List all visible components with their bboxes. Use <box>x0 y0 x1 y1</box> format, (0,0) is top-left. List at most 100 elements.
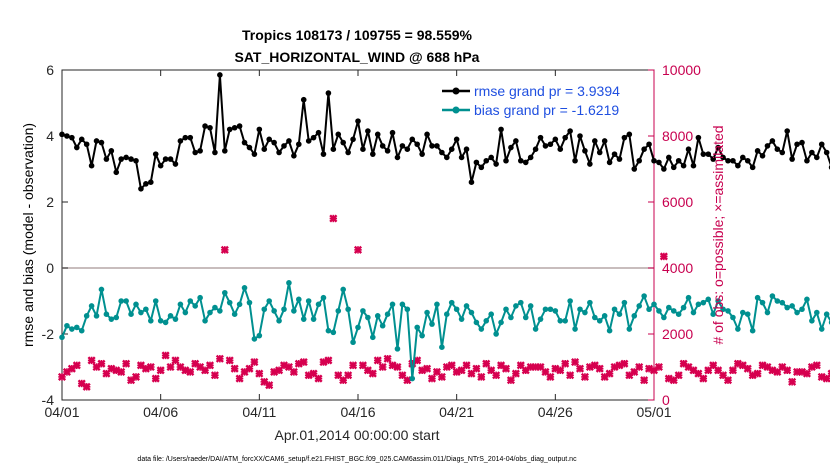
obs-assimilated-point <box>373 356 382 365</box>
rmse-point <box>725 157 731 164</box>
bias-point <box>646 306 652 313</box>
rmse-point <box>784 128 790 134</box>
rmse-point <box>300 96 307 103</box>
bias-point <box>503 306 509 313</box>
obs-assimilated-point <box>566 371 575 380</box>
bias-point <box>493 331 499 337</box>
obs-assimilated-point <box>635 362 644 372</box>
obs-assimilated-point <box>344 371 353 380</box>
rmse-point <box>207 124 213 131</box>
bias-point <box>345 306 351 313</box>
obs-assimilated-point <box>329 214 338 223</box>
obs-assimilated-point <box>511 369 520 378</box>
bias-point <box>370 334 376 341</box>
obs-assimilated-point <box>437 372 446 381</box>
bias-point <box>818 326 825 332</box>
bias-point <box>690 309 697 316</box>
bias-point <box>226 299 233 306</box>
rmse-point <box>631 166 638 172</box>
obs-assimilated-point <box>575 364 585 373</box>
rmse-point <box>217 72 223 78</box>
rmse-point <box>439 149 445 156</box>
obs-assimilated-point <box>383 354 392 363</box>
rmse-point <box>83 141 90 148</box>
bias-point <box>513 303 519 309</box>
obs-assimilated-point <box>659 252 668 261</box>
rmse-point <box>666 154 672 161</box>
bias-point <box>754 294 761 301</box>
rmse-point <box>542 143 549 149</box>
bias-point <box>281 306 287 313</box>
bias-point <box>118 298 124 304</box>
bias-point <box>340 286 347 293</box>
obs-assimilated-point <box>250 358 259 367</box>
rmse-point <box>799 139 805 146</box>
rmse-point <box>172 161 179 167</box>
bias-point <box>103 311 110 318</box>
legend-rmse-marker <box>452 87 460 95</box>
bias-point <box>350 339 356 346</box>
rmse-point <box>749 164 756 171</box>
obs-assimilated-point <box>674 371 683 380</box>
bias-point <box>567 298 573 304</box>
rmse-point <box>384 148 391 154</box>
rmse-point <box>616 156 623 162</box>
bias-point <box>305 298 312 304</box>
bias-point <box>152 298 159 304</box>
rmse-point <box>705 151 712 157</box>
obs-assimilated-point <box>117 367 126 376</box>
bias-point <box>128 311 134 318</box>
bias-point <box>133 301 139 308</box>
obs-assimilated-point <box>753 369 762 378</box>
obs-assimilated-point <box>812 361 821 370</box>
bias-point <box>113 314 120 321</box>
rmse-point <box>113 169 120 176</box>
obs-assimilated-point <box>788 377 797 386</box>
rmse-point <box>537 134 544 141</box>
bias-point <box>666 304 672 311</box>
obs-assimilated-point <box>743 364 752 373</box>
rmse-point <box>355 118 361 124</box>
rmse-point <box>59 131 65 138</box>
rmse-point <box>162 156 169 162</box>
rmse-point <box>779 149 786 156</box>
y-axis-left: -4 -2 0 2 4 6 <box>42 62 68 408</box>
rmse-point <box>444 154 450 161</box>
bias-point <box>187 298 194 304</box>
obs-assimilated-point <box>82 382 91 391</box>
rmse-point <box>261 146 268 152</box>
bias-point <box>74 324 80 331</box>
rmse-point <box>69 134 75 141</box>
obs-assimilated-point <box>501 364 511 373</box>
bias-point <box>300 316 307 322</box>
rmse-point <box>197 148 203 154</box>
obs-assimilated-point <box>324 356 333 365</box>
bias-point <box>355 324 361 331</box>
obs-assimilated-point <box>299 358 308 367</box>
bias-point <box>335 308 342 314</box>
rmse-point <box>310 134 317 141</box>
rmse-point <box>167 156 174 162</box>
bias-point <box>172 316 179 322</box>
bias-point <box>64 322 70 329</box>
bias-point <box>675 311 682 318</box>
bias-point <box>78 327 85 334</box>
bias-point <box>207 309 213 316</box>
bias-point <box>182 309 189 316</box>
chart-title-line2: SAT_HORIZONTAL_WIND @ 688 hPa <box>235 49 480 65</box>
rmse-point <box>468 179 475 185</box>
obs-assimilated-point <box>546 372 555 381</box>
rmse-point <box>695 134 702 141</box>
bias-point <box>256 332 263 339</box>
bias-point <box>197 294 203 301</box>
y-right-tick-label: 2000 <box>662 326 693 342</box>
bias-point <box>310 316 317 322</box>
rmse-point <box>88 162 95 169</box>
bias-point <box>611 306 618 313</box>
bias-point <box>69 326 75 332</box>
rmse-point <box>675 157 682 164</box>
obs-assimilated-point <box>556 366 565 375</box>
bias-point <box>148 318 154 324</box>
obs-assimilated-point <box>827 369 830 378</box>
